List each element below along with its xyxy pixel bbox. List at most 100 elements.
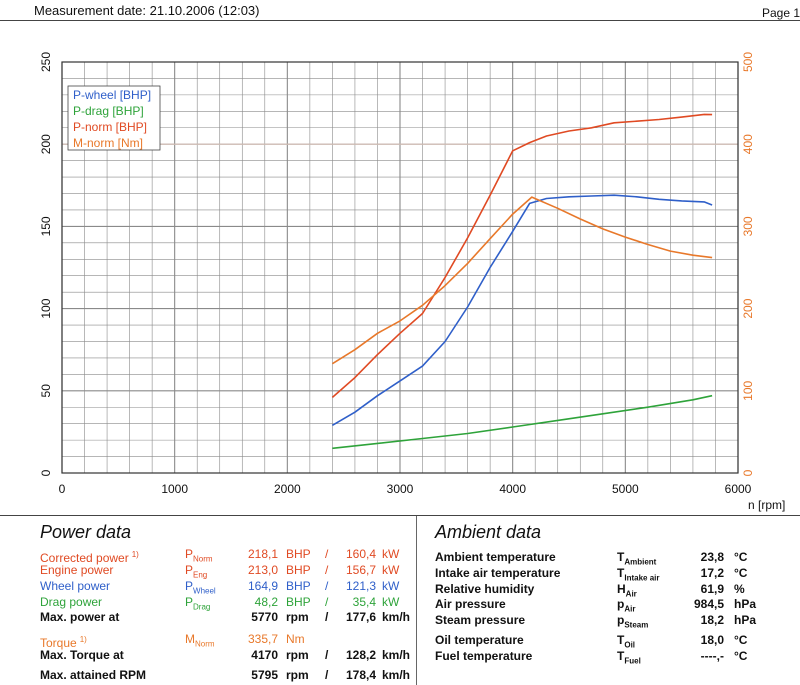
power-value-2: 156,7 <box>345 563 376 577</box>
value-separator: / <box>325 648 329 662</box>
x-tick-label: 3000 <box>387 482 414 496</box>
power-row: Drag power PDrag 48,2 BHP / 35,4 kW <box>0 595 416 611</box>
x-tick-label: 6000 <box>725 482 752 496</box>
power-symbol: MNorm <box>185 632 215 649</box>
power-value-1: 218,1 <box>247 547 278 561</box>
power-unit-1: BHP <box>286 579 311 593</box>
power-unit-1: rpm <box>286 668 309 682</box>
ambient-value: 18,0 <box>700 633 724 647</box>
power-row: Corrected power 1) PNorm 218,1 BHP / 160,4 kW <box>0 547 416 565</box>
legend-entry: P-drag [BHP] <box>73 104 144 118</box>
value-separator: / <box>325 579 329 593</box>
ambient-unit: °C <box>734 566 748 580</box>
y-left-tick-label: 250 <box>39 52 53 72</box>
y-left-tick-label: 100 <box>39 298 53 318</box>
y-left-tick-label: 50 <box>39 384 53 398</box>
power-symbol-subscript: Norm <box>195 639 215 649</box>
power-label: Engine power <box>40 563 114 577</box>
plot-area-border <box>61 61 739 474</box>
x-tick-label: 1000 <box>161 482 188 496</box>
ambient-symbol: HAir <box>617 582 637 599</box>
power-value-2: 177,6 <box>345 610 376 624</box>
power-unit-2: km/h <box>382 610 411 624</box>
y-right-tick-label: 500 <box>741 52 755 72</box>
ambient-label: Fuel temperature <box>435 649 533 663</box>
power-symbol-subscript: Norm <box>193 554 213 564</box>
power-label: Torque 1) <box>40 635 87 650</box>
footnote-marker: 1) <box>79 635 87 644</box>
y-left-tick-label: 200 <box>39 134 53 154</box>
power-row: Max. power at 5770 rpm / 177,6 km/h <box>0 610 416 625</box>
power-symbol: PDrag <box>185 595 211 612</box>
ambient-row: Oil temperature TOil 18,0 °C <box>0 633 800 650</box>
power-row: Wheel power PWheel 164,9 BHP / 121,3 kW <box>0 579 416 595</box>
ambient-symbol-subscript: Steam <box>624 620 649 630</box>
value-separator: / <box>325 610 329 624</box>
page-header: Measurement date: 21.10.2006 (12:03) Pag… <box>0 0 800 21</box>
ambient-label: Air pressure <box>435 597 506 611</box>
data-panel: Power data Ambient data Corrected power 1… <box>0 515 800 685</box>
power-symbol: PWheel <box>185 579 216 596</box>
power-unit-1: BHP <box>286 563 311 577</box>
ambient-symbol-subscript: Oil <box>624 640 636 650</box>
power-unit-1: rpm <box>286 610 309 624</box>
power-symbol: PEng <box>185 563 208 580</box>
power-unit-2: kW <box>382 563 400 577</box>
power-row: Torque 1) MNorm 335,7 Nm <box>0 632 416 650</box>
power-unit-2: km/h <box>382 648 411 662</box>
power-label: Corrected power 1) <box>40 550 139 565</box>
legend-entry: P-norm [BHP] <box>73 120 147 134</box>
ambient-label: Ambient temperature <box>435 550 556 564</box>
series-line <box>331 113 713 399</box>
y-right-tick-label: 200 <box>741 298 755 318</box>
power-value-1: 213,0 <box>247 563 278 577</box>
power-value-1: 5795 <box>251 668 278 682</box>
power-row: Max. attained RPM 5795 rpm / 178,4 km/h <box>0 668 416 683</box>
ambient-symbol-subscript: Air <box>624 604 636 614</box>
ambient-row: Intake air temperature TIntake air 17,2 °C <box>0 566 800 582</box>
ambient-unit: hPa <box>734 613 757 627</box>
x-tick-label: 0 <box>59 482 66 496</box>
y-left-tick-label: 150 <box>39 216 53 236</box>
ambient-value: 61,9 <box>700 582 724 596</box>
power-label: Max. Torque at <box>40 648 124 662</box>
ambient-value: 17,2 <box>700 566 724 580</box>
power-label: Drag power <box>40 595 103 609</box>
power-unit-2: kW <box>382 595 400 609</box>
ambient-value: 23,8 <box>700 550 724 564</box>
ambient-data-title: Ambient data <box>435 522 542 542</box>
y-right-tick-label: 400 <box>741 134 755 154</box>
value-separator: / <box>325 563 329 577</box>
ambient-symbol: TIntake air <box>617 566 660 583</box>
power-label: Max. power at <box>40 610 120 624</box>
power-value-1: 5770 <box>251 610 278 624</box>
power-unit-1: Nm <box>286 632 305 646</box>
ambient-unit: hPa <box>734 597 757 611</box>
power-symbol-subscript: Eng <box>193 570 208 580</box>
ambient-value: 18,2 <box>700 613 724 627</box>
footnote-marker: 1) <box>131 550 139 559</box>
power-value-1: 4170 <box>251 648 278 662</box>
value-separator: / <box>325 595 329 609</box>
series-line <box>332 394 713 450</box>
ambient-row: Ambient temperature TAmbient 23,8 °C <box>0 550 800 566</box>
power-value-1: 335,7 <box>247 632 278 646</box>
ambient-symbol: TFuel <box>617 649 641 666</box>
y-right-tick-label: 100 <box>741 380 755 400</box>
power-unit-2: km/h <box>382 668 411 682</box>
series-line <box>331 196 713 365</box>
x-tick-label: 4000 <box>499 482 526 496</box>
x-tick-label: 5000 <box>612 482 639 496</box>
ambient-value: ----,- <box>700 649 724 663</box>
ambient-unit: °C <box>734 649 748 663</box>
power-symbol: PNorm <box>185 547 213 564</box>
power-value-2: 35,4 <box>352 595 376 609</box>
ambient-symbol-subscript: Air <box>625 589 637 599</box>
ambient-unit: % <box>734 582 745 596</box>
power-label: Wheel power <box>40 579 111 593</box>
legend-entry: P-wheel [BHP] <box>73 88 151 102</box>
power-symbol-subscript: Wheel <box>193 586 216 596</box>
ambient-row: Relative humidity HAir 61,9% <box>0 582 800 598</box>
power-value-1: 164,9 <box>247 579 278 593</box>
ambient-unit: °C <box>734 633 748 647</box>
